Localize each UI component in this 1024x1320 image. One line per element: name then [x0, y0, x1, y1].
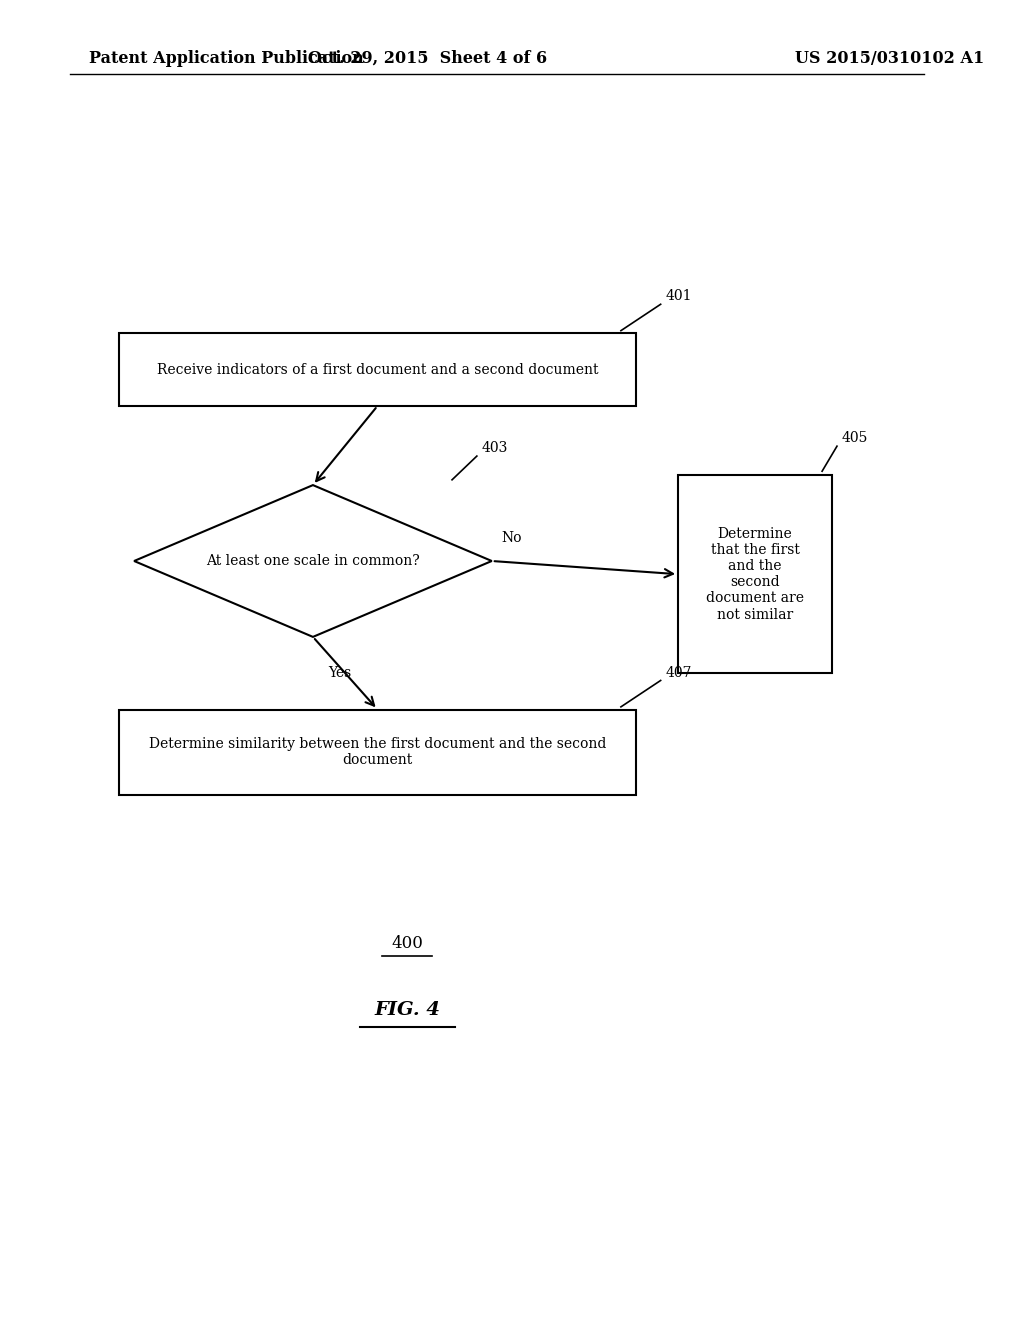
Text: US 2015/0310102 A1: US 2015/0310102 A1 — [795, 50, 984, 66]
Text: Determine
that the first
and the
second
document are
not similar: Determine that the first and the second … — [706, 527, 804, 622]
Polygon shape — [134, 486, 492, 638]
Text: 400: 400 — [391, 936, 423, 952]
Text: FIG. 4: FIG. 4 — [375, 1001, 440, 1019]
Text: Yes: Yes — [328, 667, 351, 680]
FancyBboxPatch shape — [119, 333, 636, 407]
FancyBboxPatch shape — [678, 475, 833, 673]
Text: 401: 401 — [666, 289, 692, 304]
Text: No: No — [502, 531, 522, 545]
Text: 405: 405 — [842, 432, 868, 445]
Text: 407: 407 — [666, 665, 692, 680]
Text: 403: 403 — [482, 441, 508, 455]
Text: Oct. 29, 2015  Sheet 4 of 6: Oct. 29, 2015 Sheet 4 of 6 — [307, 50, 547, 66]
Text: Patent Application Publication: Patent Application Publication — [89, 50, 365, 66]
Text: At least one scale in common?: At least one scale in common? — [206, 554, 420, 568]
Text: Receive indicators of a first document and a second document: Receive indicators of a first document a… — [157, 363, 598, 376]
FancyBboxPatch shape — [119, 710, 636, 795]
Text: Determine similarity between the first document and the second
document: Determine similarity between the first d… — [148, 738, 606, 767]
